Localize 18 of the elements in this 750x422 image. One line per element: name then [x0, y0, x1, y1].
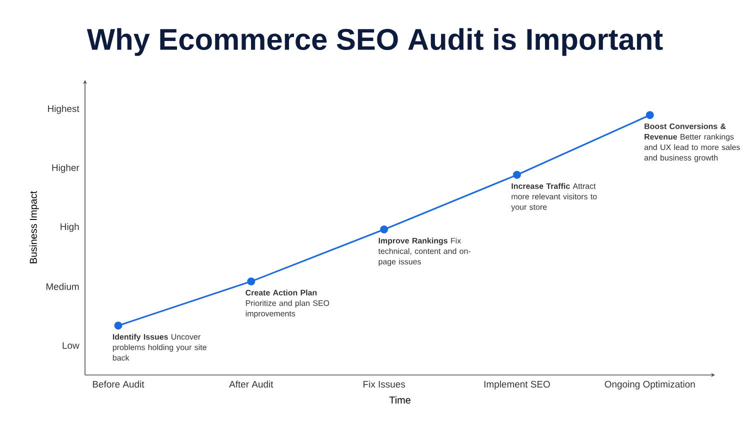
point: [114, 322, 122, 330]
x-tick-label: Fix Issues: [364, 380, 406, 388]
point: [247, 277, 256, 286]
category-label: High: [60, 223, 79, 232]
x-tick-label: After Audit: [229, 380, 274, 388]
x-tick-label: Ongoing Optimization: [604, 380, 695, 390]
category-label: Higher: [52, 164, 80, 173]
y-axis-title: Business Impact: [30, 191, 39, 264]
x-tick-label: Before Audit: [92, 380, 144, 388]
category-label: Medium: [46, 283, 79, 290]
point: [512, 170, 521, 179]
category-label: Highest: [48, 105, 80, 114]
chart-title: Why Ecommerce SEO Audit is Important: [86, 28, 663, 56]
category-label: Low: [62, 342, 80, 349]
point: [646, 111, 654, 120]
point: [380, 225, 388, 234]
x-tick-label: Implement SEO: [484, 380, 550, 390]
x-axis-title: Time: [389, 396, 410, 404]
